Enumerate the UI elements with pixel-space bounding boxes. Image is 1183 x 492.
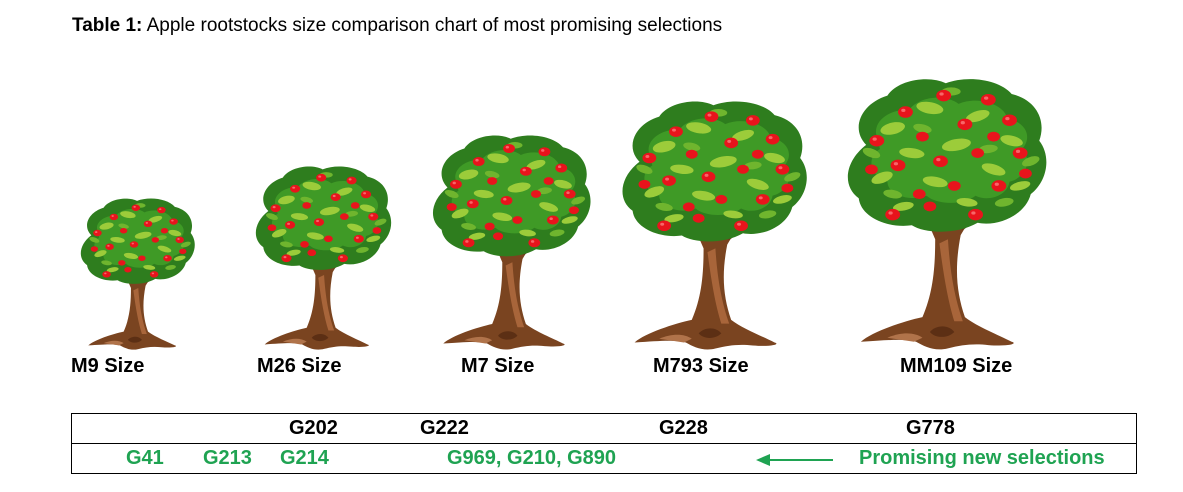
apple-tree-icon xyxy=(80,198,195,350)
apple-tree-icon xyxy=(622,101,807,350)
selection-g778: G778 xyxy=(906,417,955,439)
selection-g969-g210-g890: G969, G210, G890 xyxy=(447,447,617,469)
apple-tree-icon xyxy=(255,166,392,350)
size-label-m9: M9 Size xyxy=(71,355,145,377)
tree-m9 xyxy=(70,194,198,350)
selection-g213: G213 xyxy=(203,447,252,469)
tree-m793 xyxy=(605,94,812,350)
size-label-m26: M26 Size xyxy=(257,355,342,377)
selection-g214: G214 xyxy=(280,447,329,469)
apple-tree-icon xyxy=(432,135,591,350)
row-divider xyxy=(72,443,1136,444)
title-prefix: Table 1: xyxy=(72,15,143,36)
apple-tree-icon xyxy=(847,79,1047,350)
tree-m7 xyxy=(418,129,595,350)
size-label-mm109: MM109 Size xyxy=(900,355,1013,377)
tree-m26 xyxy=(243,161,395,350)
left-arrow-icon xyxy=(756,454,833,466)
tree-mm109 xyxy=(829,71,1052,350)
title-text: Apple rootstocks size comparison chart o… xyxy=(142,15,723,36)
table-title: Table 1: Apple rootstocks size compariso… xyxy=(72,15,722,37)
legend-promising-new-selections: Promising new selections xyxy=(859,447,1105,469)
selection-g202: G202 xyxy=(289,417,338,439)
selection-g228: G228 xyxy=(659,417,708,439)
selection-g41: G41 xyxy=(126,447,164,469)
size-label-m793: M793 Size xyxy=(653,355,749,377)
size-label-m7: M7 Size xyxy=(461,355,535,377)
selections-table: G202 G222 G228 G778 G41 G213 G214 G969, … xyxy=(71,413,1137,474)
selection-g222: G222 xyxy=(420,417,469,439)
